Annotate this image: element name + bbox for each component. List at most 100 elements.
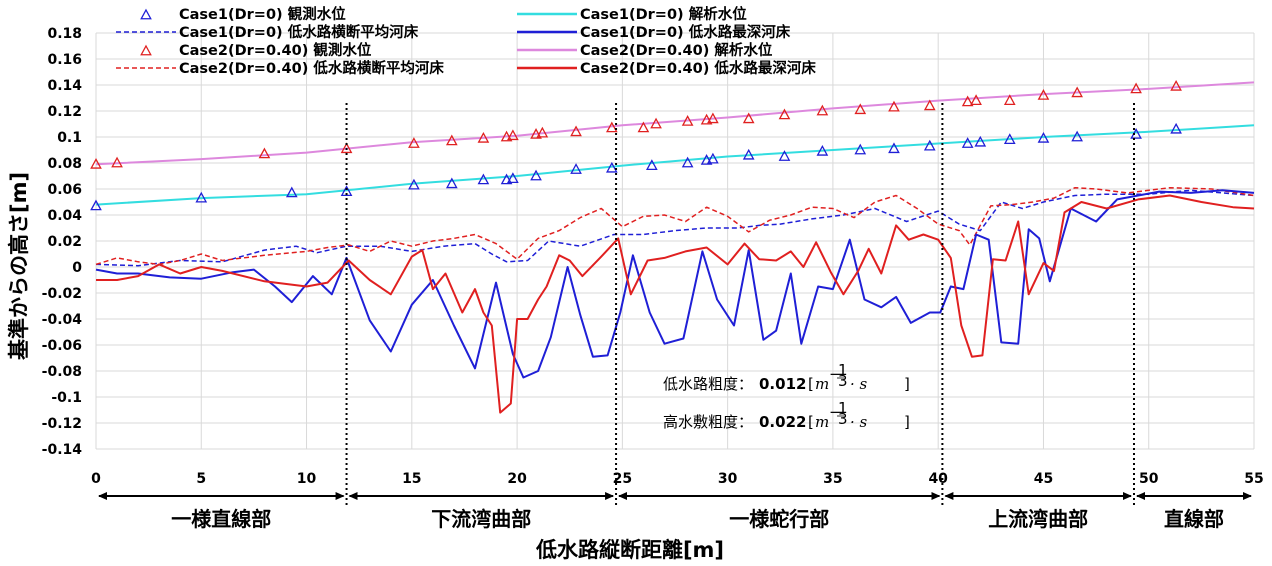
unit-bracket-close: ] [904,375,910,393]
data-point-marker [888,142,900,154]
data-point-marker [961,95,974,107]
unit-exp-den: 3 [838,410,848,428]
data-point-marker [1071,86,1083,98]
legend-label: Case1(Dr=0) 解析水位 [580,5,747,23]
data-point-marker [681,156,694,168]
data-point-marker [854,143,867,155]
data-point-marker [650,117,662,129]
legend-item: Case1(Dr=0) 解析水位 [517,5,747,23]
unit-bracket-open: [ [808,375,814,393]
data-point-marker [507,172,519,183]
data-point-marker [681,115,694,126]
section-label: 一様蛇行部 [729,507,829,531]
data-point-marker [195,191,208,203]
data-point-marker [742,112,755,124]
data-point-marker [1170,122,1182,134]
legend-label: Case2(Dr=0.40) 低水路横断平均河床 [179,59,444,77]
unit-exp-sign: − [829,365,842,383]
series-line [95,189,1255,267]
data-point-marker [570,125,582,137]
data-point-marker [974,135,987,147]
x-tick-label: 25 [613,471,632,487]
unit-tail: · s [850,375,868,393]
x-tick-label: 40 [928,471,948,487]
data-point-marker [707,152,719,164]
unit-bracket-open: [ [808,413,814,431]
data-point-marker [707,112,719,124]
unit-exp-num: 1 [838,361,848,379]
x-tick-label: 45 [1034,471,1053,487]
x-tick-label: 10 [297,471,317,487]
roughness-annotation: 低水路粗度： 0.012[m−13 · s]高水敷粗度： 0.022[m−13 · s] [663,361,910,431]
y-tick-label: 0 [72,260,82,276]
data-point-marker [1003,94,1016,105]
data-point-marker [477,131,490,143]
legend-item: Case2(Dr=0.40) 低水路横断平均河床 [116,59,444,77]
legend-swatch-marker [140,44,152,56]
roughness-label: 高水敷粗度： [663,413,753,431]
unit-exp-num: 1 [838,399,848,417]
data-point-marker [500,173,513,185]
data-point-marker [700,113,713,125]
roughness-value: 0.022 [759,413,806,431]
data-point-marker [778,108,791,120]
data-point-marker [285,186,298,198]
unit-exp-sign: − [829,403,842,421]
y-tick-label: -0.08 [42,364,82,380]
series-line [96,194,1255,414]
legend-item: Case1(Dr=0) 低水路横断平均河床 [116,23,419,41]
data-point-marker [637,121,650,133]
data-point-marker [970,94,982,105]
x-tick-label: 30 [718,471,738,487]
data-point-marker [961,137,974,148]
unit-bracket-close: ] [904,413,910,431]
y-tick-label: 0.18 [47,26,82,42]
y-tick-label: -0.14 [42,442,83,458]
data-point-marker [477,173,490,185]
y-tick-label: -0.02 [42,286,82,302]
legend-swatch-marker [140,8,152,20]
y-axis-ticks: -0.14 -0.12 -0.1 -0.08 -0.06 -0.04 -0.02 0 0.02 0… [42,26,83,458]
high-channel-roughness: 高水敷粗度： 0.022[m−13 · s] [663,399,910,431]
data-point-marker [854,103,867,115]
x-tick-label: 5 [196,471,206,487]
data-point-marker [1170,79,1182,91]
data-point-marker [507,129,519,141]
data-point-marker [605,121,618,133]
data-point-marker [445,177,458,189]
x-tick-label: 15 [402,471,421,487]
legend-label: Case1(Dr=0) 低水路横断平均河床 [179,23,419,41]
section-boundaries [345,103,1135,505]
y-tick-label: 0.06 [47,182,82,198]
y-tick-label: -0.1 [51,390,82,406]
data-point-marker [816,104,829,116]
data-point-marker [923,139,936,151]
y-axis-title: 基準からの高さ[m] [7,172,31,360]
data-point-marker [90,157,102,169]
legend-label: Case2(Dr=0.40) 解析水位 [580,41,773,59]
unit-base: m [815,413,829,431]
legend-item: Case1(Dr=0) 観測水位 [140,5,346,23]
series-markers [90,79,1182,169]
data-point-marker [1130,82,1142,94]
legend-label: Case2(Dr=0.40) 低水路最深河床 [580,59,816,77]
y-tick-label: 0.02 [47,234,82,250]
series-markers [90,122,1182,211]
data-point-marker [500,130,513,142]
data-point-marker [1003,133,1016,144]
series-line [95,124,1255,206]
data-point-marker [408,137,420,148]
section-label: 上流湾曲部 [988,507,1088,531]
roughness-label: 低水路粗度： [663,375,753,393]
section-labels: 一様直線部 下流湾曲部 一様蛇行部 上流湾曲部 直線部 [98,492,1252,531]
legend-item: Case1(Dr=0) 低水路最深河床 [517,23,791,41]
data-point-marker [570,163,582,174]
series-line [95,189,1255,379]
x-axis-title: 低水路縦断距離[m] [535,538,724,562]
y-tick-label: -0.04 [42,312,83,328]
x-tick-label: 35 [823,471,842,487]
data-point-marker [1037,131,1050,143]
data-point-marker [923,99,936,111]
series-line [95,81,1255,166]
